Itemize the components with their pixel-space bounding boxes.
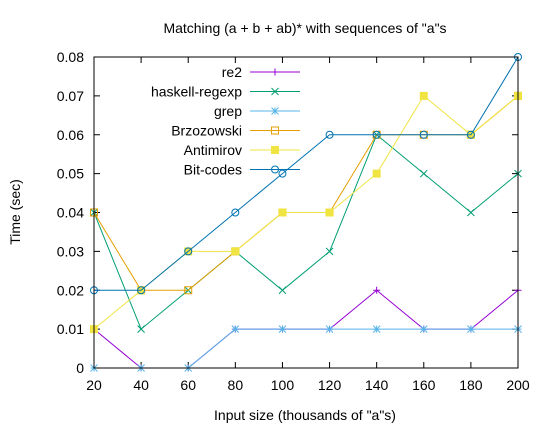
y-tick-label: 0.08	[57, 49, 84, 65]
y-tick-label: 0.04	[57, 205, 84, 221]
y-axis-label: Time (sec)	[7, 179, 23, 245]
x-tick-label: 180	[459, 377, 483, 393]
legend-marker	[271, 165, 279, 174]
series-grep	[90, 325, 522, 372]
series-line-brzozowski	[93, 95, 519, 291]
axis-ticks: 20 40 60 80 100 120 140 160 180 200 0 0.01 0.02 0.03 0…	[57, 49, 530, 393]
series-layer	[90, 53, 522, 372]
data-point-bit-codes	[137, 286, 146, 295]
legend-marker	[271, 68, 279, 76]
data-point-haskell-regexp	[278, 286, 287, 295]
chart-title: Matching (a + b + ab)* with sequences of…	[163, 20, 446, 36]
x-tick-label: 100	[271, 377, 295, 393]
legend-item-brzozowski: Brzozowski	[171, 123, 300, 139]
x-tick-label: 140	[365, 377, 389, 393]
data-point-antimirov	[419, 91, 428, 100]
legend-label: haskell-regexp	[151, 84, 242, 100]
legend-marker	[271, 126, 279, 135]
y-tick-label: 0.06	[57, 127, 84, 143]
series-line-haskell-regexp	[93, 133, 519, 330]
data-point-antimirov	[372, 169, 381, 178]
data-point-bit-codes	[325, 130, 334, 139]
x-tick-label: 200	[506, 377, 530, 393]
series-antimirov	[90, 91, 522, 334]
x-tick-label: 80	[228, 377, 244, 393]
x-tick-label: 160	[412, 377, 436, 393]
data-point-re2	[373, 286, 381, 294]
data-point-bit-codes	[466, 130, 475, 139]
data-point-antimirov	[278, 208, 287, 217]
series-line-antimirov	[93, 95, 519, 330]
data-point-haskell-regexp	[137, 325, 145, 333]
legend-label: Antimirov	[184, 142, 242, 158]
series-line-bit-codes	[94, 56, 519, 291]
x-tick-label: 60	[180, 377, 196, 393]
data-point-bit-codes	[184, 247, 193, 256]
legend-marker	[271, 146, 279, 154]
x-tick-label: 120	[318, 377, 342, 393]
legend: re2 haskell-regexp grep Brzozowski Antimirov…	[151, 64, 300, 178]
legend-item-bit-codes: Bit-codes	[184, 162, 300, 178]
data-point-bit-codes	[419, 130, 428, 139]
y-tick-label: 0.07	[57, 88, 84, 104]
data-point-brzozowski	[184, 286, 193, 295]
data-point-bit-codes	[231, 208, 240, 217]
series-line-grep	[94, 328, 518, 369]
legend-label: Bit-codes	[184, 162, 242, 178]
data-point-grep	[372, 325, 381, 333]
legend-marker	[271, 107, 279, 115]
legend-item-grep: grep	[214, 103, 300, 119]
data-point-grep	[231, 325, 240, 333]
legend-label: grep	[214, 103, 242, 119]
legend-item-re2: re2	[222, 64, 300, 80]
legend-label: Brzozowski	[171, 123, 242, 139]
legend-marker	[271, 87, 279, 96]
legend-item-haskell-regexp: haskell-regexp	[151, 84, 300, 100]
data-point-haskell-regexp	[419, 169, 428, 178]
data-point-grep	[419, 325, 428, 333]
series-haskell-regexp	[90, 130, 522, 333]
data-point-grep	[278, 325, 287, 333]
x-tick-label: 40	[133, 377, 149, 393]
data-point-grep	[325, 325, 334, 333]
y-tick-label: 0.03	[57, 243, 84, 259]
y-tick-label: 0.05	[57, 166, 84, 182]
y-tick-label: 0.01	[57, 321, 84, 337]
data-point-antimirov	[231, 247, 240, 256]
y-tick-label: 0	[76, 360, 84, 376]
y-tick-label: 0.02	[57, 282, 84, 298]
data-point-haskell-regexp	[325, 247, 334, 256]
data-point-antimirov	[325, 208, 334, 217]
plot-frame	[93, 56, 519, 369]
data-point-haskell-regexp	[467, 208, 475, 217]
data-point-bit-codes	[372, 130, 381, 139]
data-point-bit-codes	[278, 169, 287, 178]
legend-label: re2	[222, 64, 242, 80]
x-tick-label: 20	[86, 377, 102, 393]
x-axis-label: Input size (thousands of "a"s)	[214, 407, 396, 423]
legend-item-antimirov: Antimirov	[184, 142, 300, 158]
data-point-grep	[467, 325, 475, 333]
